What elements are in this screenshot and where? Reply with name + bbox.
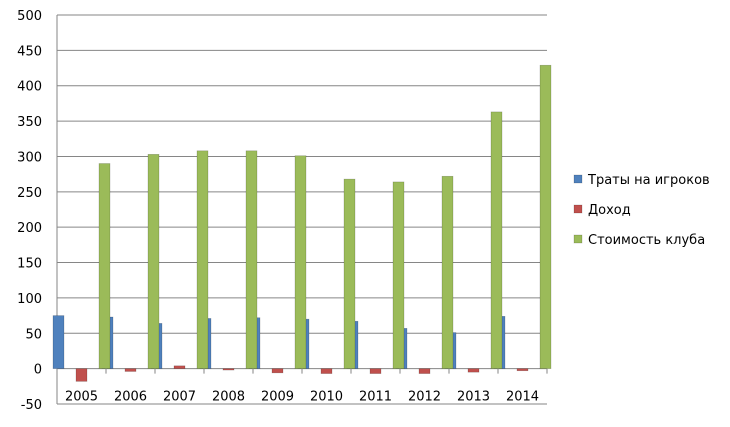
y-tick-label: 0 xyxy=(34,363,42,378)
bar-Доход-2012 xyxy=(418,368,431,374)
y-tick-label: 500 xyxy=(17,9,42,24)
bar-Стоимость-клуба-2011 xyxy=(392,181,405,369)
x-tick-label: 2005 xyxy=(65,390,98,405)
x-tick-label: 2013 xyxy=(457,390,490,405)
x-tick-label: 2011 xyxy=(359,390,392,405)
bar-Стоимость-клуба-2010 xyxy=(343,178,356,369)
x-tick-label: 2008 xyxy=(212,390,245,405)
legend-swatch xyxy=(573,234,583,244)
bar-Доход-2007 xyxy=(173,365,186,369)
y-tick-label: 250 xyxy=(17,186,42,201)
y-tick-label: 100 xyxy=(17,292,42,307)
y-tick-label: 450 xyxy=(17,44,42,59)
bar-Стоимость-клуба-2008 xyxy=(245,150,258,369)
legend-label: Доход xyxy=(588,203,631,218)
bar-Доход-2011 xyxy=(369,368,382,374)
bar-Стоимость-клуба-2005 xyxy=(98,163,111,369)
legend-swatch xyxy=(573,174,583,184)
legend-label: Траты на игроков xyxy=(587,173,710,188)
y-tick-label: 50 xyxy=(25,327,42,342)
x-tick-label: 2007 xyxy=(163,390,196,405)
x-tick-label: 2006 xyxy=(114,390,147,405)
x-tick-label: 2014 xyxy=(506,390,539,405)
x-tick-label: 2010 xyxy=(310,390,343,405)
y-tick-label: 300 xyxy=(17,150,42,165)
legend-swatch xyxy=(573,204,583,214)
bar-Доход-2013 xyxy=(467,368,480,373)
y-tick-label: 150 xyxy=(17,257,42,272)
bar-Доход-2010 xyxy=(320,368,333,374)
y-tick-label: -50 xyxy=(21,398,42,413)
bar-Стоимость-клуба-2013 xyxy=(490,111,503,369)
bar-Доход-2005 xyxy=(75,368,88,382)
x-tick-label: 2009 xyxy=(261,390,294,405)
y-tick-label: 350 xyxy=(17,115,42,130)
y-tick-label: 200 xyxy=(17,221,42,236)
bar-Стоимость-клуба-2012 xyxy=(441,175,454,369)
bar-Траты-на-игроков-2005 xyxy=(52,315,65,369)
bar-Доход-2008 xyxy=(222,368,235,371)
x-tick-label: 2012 xyxy=(408,390,441,405)
y-tick-label: 400 xyxy=(17,80,42,95)
bar-Стоимость-клуба-2009 xyxy=(294,155,307,369)
bar-Доход-2009 xyxy=(271,368,284,374)
bar-Стоимость-клуба-2006 xyxy=(147,154,160,369)
legend-label: Стоимость клуба xyxy=(588,233,705,248)
bar-Стоимость-клуба-2014 xyxy=(539,64,552,369)
bar-Стоимость-клуба-2007 xyxy=(196,150,209,369)
bar-Доход-2006 xyxy=(124,368,137,372)
bar-Доход-2014 xyxy=(516,368,529,372)
